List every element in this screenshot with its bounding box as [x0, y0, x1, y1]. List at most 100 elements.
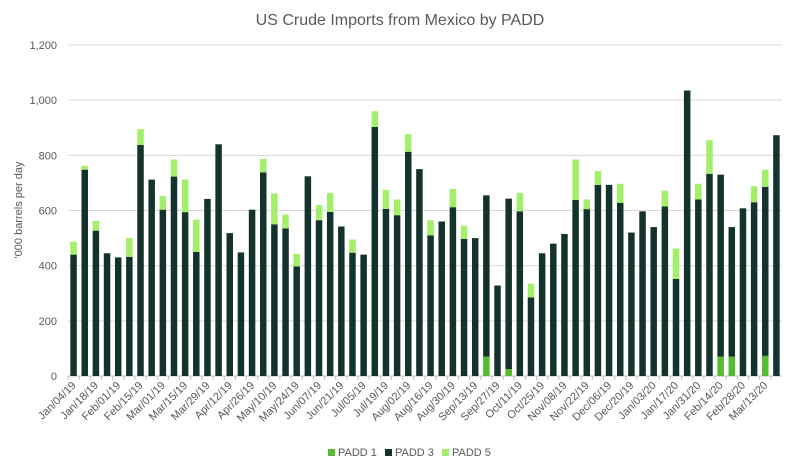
- y-tick-label: 0: [51, 371, 57, 383]
- bar-padd-5: [405, 134, 412, 152]
- bar-padd-3: [650, 227, 657, 376]
- bar-padd-3: [293, 266, 300, 376]
- bar-padd-5: [427, 220, 434, 236]
- bar-padd-3: [505, 198, 512, 370]
- bar-padd-3: [237, 252, 245, 376]
- bar-padd-5: [92, 220, 100, 231]
- bar-padd-5: [750, 186, 758, 203]
- bar-padd-1: [483, 356, 490, 376]
- bar-padd-5: [594, 171, 602, 185]
- bar-padd-3: [81, 169, 88, 376]
- bar-padd-1: [762, 355, 769, 376]
- y-tick-label: 1,200: [29, 40, 57, 52]
- bar-padd-5: [583, 199, 591, 210]
- bar-padd-3: [728, 227, 736, 357]
- bar-padd-5: [572, 159, 579, 201]
- bar-padd-3: [762, 186, 769, 356]
- bar-padd-5: [393, 199, 401, 216]
- legend: PADD 1 PADD 3 PADD 5: [328, 447, 491, 459]
- y-axis-label: '000 barrels per day: [13, 161, 25, 258]
- bar-padd-3: [103, 253, 111, 376]
- bar-padd-3: [449, 207, 457, 376]
- bar-padd-3: [639, 211, 646, 376]
- legend-swatch: [385, 449, 392, 456]
- bar-padd-5: [672, 248, 680, 279]
- bar-padd-3: [706, 173, 713, 376]
- bar-padd-3: [371, 126, 379, 376]
- bar-padd-3: [717, 174, 724, 357]
- bar-padd-3: [739, 208, 747, 376]
- bar-padd-3: [416, 169, 423, 376]
- bar-padd-3: [750, 202, 758, 376]
- legend-label: PADD 3: [395, 447, 434, 459]
- bar-padd-5: [460, 225, 468, 239]
- bar-padd-3: [527, 297, 535, 376]
- bar-padd-3: [550, 243, 557, 376]
- bar-padd-3: [349, 252, 356, 376]
- bar-padd-5: [326, 193, 334, 212]
- bar-padd-5: [349, 239, 356, 253]
- bar-padd-5: [170, 159, 178, 177]
- y-tick-label: 800: [39, 150, 57, 162]
- bar-padd-1: [728, 356, 736, 376]
- bar-padd-5: [70, 241, 77, 255]
- bar-padd-5: [271, 193, 278, 225]
- bar-padd-5: [259, 158, 267, 173]
- bar-padd-3: [326, 211, 334, 376]
- bar-padd-5: [762, 169, 769, 187]
- bar-padd-3: [304, 176, 312, 376]
- bar-padd-3: [393, 215, 401, 376]
- bar-padd-3: [427, 235, 434, 376]
- bar-padd-3: [572, 200, 579, 376]
- bar-padd-5: [159, 196, 167, 210]
- bar-padd-5: [382, 189, 390, 209]
- bar-padd-3: [683, 90, 691, 376]
- bar-padd-3: [170, 176, 178, 376]
- bar-padd-3: [605, 184, 613, 376]
- legend-label: PADD 5: [452, 447, 491, 459]
- bar-padd-3: [137, 144, 144, 376]
- bar-padd-3: [382, 208, 390, 376]
- bar-padd-5: [81, 165, 88, 170]
- bar-padd-5: [193, 219, 200, 252]
- bar-padd-5: [137, 129, 144, 145]
- legend-swatch: [328, 449, 335, 456]
- bar-padd-3: [672, 278, 680, 376]
- bar-padd-5: [706, 140, 713, 174]
- bar-padd-3: [92, 230, 100, 376]
- bar-padd-3: [695, 199, 702, 376]
- bar-padd-3: [583, 209, 591, 376]
- bar-padd-3: [773, 135, 780, 376]
- bar-padd-3: [661, 206, 669, 376]
- legend-label: PADD 1: [338, 447, 377, 459]
- bar-padd-5: [516, 192, 524, 212]
- bar-padd-5: [315, 204, 323, 221]
- y-tick-label: 600: [39, 206, 57, 218]
- bar-padd-5: [616, 183, 624, 203]
- bar-padd-5: [181, 179, 189, 213]
- bar-padd-3: [148, 179, 155, 376]
- bar-padd-3: [193, 251, 200, 376]
- bar-padd-1: [505, 369, 512, 376]
- bar-padd-3: [114, 257, 122, 376]
- y-tick-label: 1,000: [29, 95, 57, 107]
- bar-padd-3: [282, 228, 289, 376]
- bar-padd-3: [628, 232, 635, 376]
- bar-padd-3: [70, 254, 77, 376]
- bar-padd-3: [561, 233, 568, 376]
- bar-padd-5: [371, 111, 379, 127]
- bar-padd-5: [449, 188, 457, 208]
- bar-padd-3: [516, 211, 524, 376]
- bar-padd-3: [271, 224, 278, 376]
- bar-padd-3: [405, 151, 412, 376]
- y-tick-label: 400: [39, 261, 57, 273]
- bar-padd-3: [181, 212, 189, 376]
- bar-padd-5: [527, 283, 535, 298]
- bar-padd-3: [471, 238, 479, 376]
- bar-padd-3: [360, 254, 367, 376]
- bar-padd-5: [695, 183, 702, 200]
- bar-padd-3: [204, 198, 211, 376]
- bar-padd-5: [126, 238, 133, 257]
